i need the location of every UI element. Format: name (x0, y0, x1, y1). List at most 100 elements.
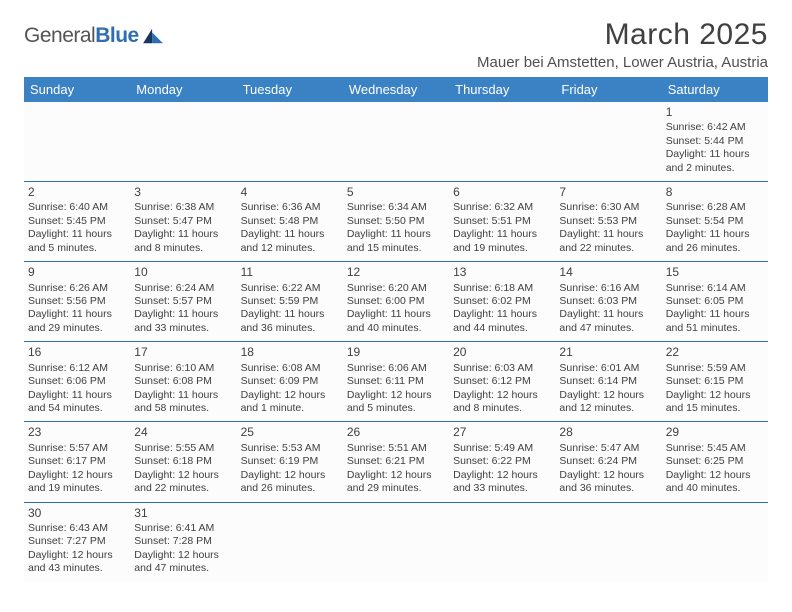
sunrise-text: Sunrise: 6:40 AM (28, 201, 126, 214)
sunrise-text: Sunrise: 6:38 AM (134, 201, 232, 214)
sunset-text: Sunset: 6:21 PM (347, 455, 445, 468)
daylight-text: Daylight: 11 hours and 29 minutes. (28, 308, 126, 335)
sunrise-text: Sunrise: 6:30 AM (559, 201, 657, 214)
weekday-header: Friday (555, 77, 661, 102)
day-number: 27 (453, 425, 551, 440)
sunrise-text: Sunrise: 5:55 AM (134, 442, 232, 455)
calendar-cell (343, 502, 449, 582)
calendar-cell: 24Sunrise: 5:55 AMSunset: 6:18 PMDayligh… (130, 422, 236, 502)
calendar-cell: 3Sunrise: 6:38 AMSunset: 5:47 PMDaylight… (130, 182, 236, 262)
daylight-text: Daylight: 12 hours and 5 minutes. (347, 389, 445, 416)
sunset-text: Sunset: 5:44 PM (666, 135, 764, 148)
day-number: 24 (134, 425, 232, 440)
day-number: 3 (134, 185, 232, 200)
sunset-text: Sunset: 5:47 PM (134, 215, 232, 228)
sunrise-text: Sunrise: 6:28 AM (666, 201, 764, 214)
calendar-body: 1Sunrise: 6:42 AMSunset: 5:44 PMDaylight… (24, 102, 768, 582)
sunset-text: Sunset: 6:17 PM (28, 455, 126, 468)
sunset-text: Sunset: 6:12 PM (453, 375, 551, 388)
daylight-text: Daylight: 11 hours and 8 minutes. (134, 228, 232, 255)
calendar-cell (449, 102, 555, 182)
sunset-text: Sunset: 5:50 PM (347, 215, 445, 228)
calendar-cell: 30Sunrise: 6:43 AMSunset: 7:27 PMDayligh… (24, 502, 130, 582)
daylight-text: Daylight: 11 hours and 15 minutes. (347, 228, 445, 255)
logo-text-gray: General (24, 24, 95, 47)
logo-text-blue: Blue (95, 24, 139, 47)
daylight-text: Daylight: 11 hours and 33 minutes. (134, 308, 232, 335)
day-number: 29 (666, 425, 764, 440)
sunrise-text: Sunrise: 5:51 AM (347, 442, 445, 455)
day-number: 11 (241, 265, 339, 280)
sunset-text: Sunset: 7:27 PM (28, 535, 126, 548)
day-number: 13 (453, 265, 551, 280)
sunset-text: Sunset: 6:15 PM (666, 375, 764, 388)
sunrise-text: Sunrise: 5:57 AM (28, 442, 126, 455)
sunset-text: Sunset: 5:59 PM (241, 295, 339, 308)
calendar-cell: 23Sunrise: 5:57 AMSunset: 6:17 PMDayligh… (24, 422, 130, 502)
day-number: 28 (559, 425, 657, 440)
sunrise-text: Sunrise: 6:41 AM (134, 522, 232, 535)
calendar-cell (237, 102, 343, 182)
daylight-text: Daylight: 12 hours and 33 minutes. (453, 469, 551, 496)
day-number: 9 (28, 265, 126, 280)
calendar-cell (130, 102, 236, 182)
sunset-text: Sunset: 5:57 PM (134, 295, 232, 308)
weekday-header: Thursday (449, 77, 555, 102)
title-block: March 2025 Mauer bei Amstetten, Lower Au… (477, 18, 768, 71)
daylight-text: Daylight: 11 hours and 22 minutes. (559, 228, 657, 255)
sunset-text: Sunset: 6:00 PM (347, 295, 445, 308)
sunrise-text: Sunrise: 6:24 AM (134, 282, 232, 295)
calendar-cell: 27Sunrise: 5:49 AMSunset: 6:22 PMDayligh… (449, 422, 555, 502)
sunrise-text: Sunrise: 6:43 AM (28, 522, 126, 535)
calendar-cell: 19Sunrise: 6:06 AMSunset: 6:11 PMDayligh… (343, 342, 449, 422)
calendar-cell: 1Sunrise: 6:42 AMSunset: 5:44 PMDaylight… (662, 102, 768, 182)
daylight-text: Daylight: 12 hours and 12 minutes. (559, 389, 657, 416)
sunset-text: Sunset: 6:08 PM (134, 375, 232, 388)
calendar-cell: 9Sunrise: 6:26 AMSunset: 5:56 PMDaylight… (24, 262, 130, 342)
calendar-cell: 14Sunrise: 6:16 AMSunset: 6:03 PMDayligh… (555, 262, 661, 342)
header: GeneralBlue March 2025 Mauer bei Amstett… (24, 18, 768, 71)
day-number: 6 (453, 185, 551, 200)
calendar-cell: 26Sunrise: 5:51 AMSunset: 6:21 PMDayligh… (343, 422, 449, 502)
calendar-week: 9Sunrise: 6:26 AMSunset: 5:56 PMDaylight… (24, 262, 768, 342)
calendar-cell: 18Sunrise: 6:08 AMSunset: 6:09 PMDayligh… (237, 342, 343, 422)
sunrise-text: Sunrise: 6:34 AM (347, 201, 445, 214)
sunrise-text: Sunrise: 5:59 AM (666, 362, 764, 375)
sunrise-text: Sunrise: 6:18 AM (453, 282, 551, 295)
calendar-cell (662, 502, 768, 582)
day-number: 18 (241, 345, 339, 360)
calendar-head: SundayMondayTuesdayWednesdayThursdayFrid… (24, 77, 768, 102)
daylight-text: Daylight: 11 hours and 47 minutes. (559, 308, 657, 335)
sunset-text: Sunset: 6:24 PM (559, 455, 657, 468)
day-number: 5 (347, 185, 445, 200)
sunset-text: Sunset: 6:11 PM (347, 375, 445, 388)
location: Mauer bei Amstetten, Lower Austria, Aust… (477, 54, 768, 71)
sunrise-text: Sunrise: 5:49 AM (453, 442, 551, 455)
daylight-text: Daylight: 12 hours and 43 minutes. (28, 549, 126, 576)
day-number: 20 (453, 345, 551, 360)
calendar-cell (555, 102, 661, 182)
day-number: 1 (666, 105, 764, 120)
sunset-text: Sunset: 5:53 PM (559, 215, 657, 228)
sunset-text: Sunset: 6:05 PM (666, 295, 764, 308)
daylight-text: Daylight: 11 hours and 36 minutes. (241, 308, 339, 335)
day-number: 15 (666, 265, 764, 280)
sunset-text: Sunset: 6:19 PM (241, 455, 339, 468)
daylight-text: Daylight: 12 hours and 40 minutes. (666, 469, 764, 496)
day-number: 22 (666, 345, 764, 360)
day-number: 7 (559, 185, 657, 200)
sunset-text: Sunset: 5:56 PM (28, 295, 126, 308)
day-number: 10 (134, 265, 232, 280)
sunset-text: Sunset: 7:28 PM (134, 535, 232, 548)
calendar-week: 2Sunrise: 6:40 AMSunset: 5:45 PMDaylight… (24, 182, 768, 262)
calendar-cell: 21Sunrise: 6:01 AMSunset: 6:14 PMDayligh… (555, 342, 661, 422)
day-number: 30 (28, 506, 126, 521)
day-number: 2 (28, 185, 126, 200)
calendar-cell: 29Sunrise: 5:45 AMSunset: 6:25 PMDayligh… (662, 422, 768, 502)
daylight-text: Daylight: 11 hours and 51 minutes. (666, 308, 764, 335)
day-number: 25 (241, 425, 339, 440)
daylight-text: Daylight: 11 hours and 54 minutes. (28, 389, 126, 416)
calendar-cell: 5Sunrise: 6:34 AMSunset: 5:50 PMDaylight… (343, 182, 449, 262)
calendar-cell: 4Sunrise: 6:36 AMSunset: 5:48 PMDaylight… (237, 182, 343, 262)
day-number: 8 (666, 185, 764, 200)
